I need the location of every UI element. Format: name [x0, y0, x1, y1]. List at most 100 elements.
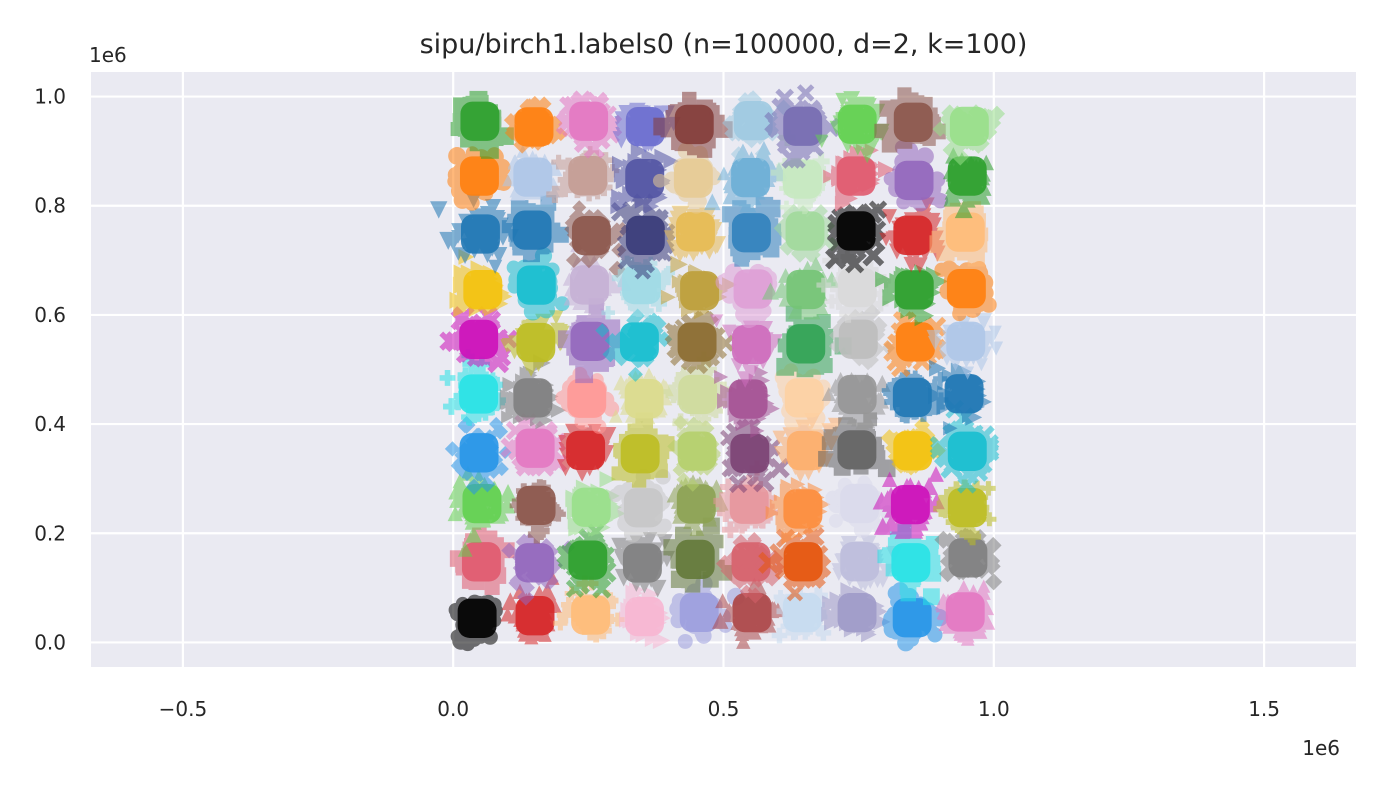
cluster-core	[566, 430, 606, 471]
cluster-core	[840, 542, 880, 582]
cluster-core	[892, 598, 932, 638]
cluster-core	[512, 210, 552, 250]
cluster-core	[515, 428, 555, 468]
cluster-core	[782, 159, 822, 199]
x-tick-label: −0.5	[159, 697, 208, 721]
cluster-core	[840, 483, 880, 524]
cluster-core	[949, 106, 989, 147]
cluster-core	[945, 212, 985, 252]
x-tick-label: 1.0	[978, 697, 1010, 721]
cluster-core	[463, 270, 503, 310]
cluster-core	[675, 539, 715, 580]
cluster-core	[570, 265, 609, 305]
cluster-core	[783, 489, 823, 529]
cluster-core	[514, 107, 554, 147]
cluster-core	[677, 431, 717, 471]
cluster-core	[679, 592, 719, 633]
cluster-core	[836, 156, 876, 196]
cluster-core	[460, 101, 500, 141]
y-tick-label: 0.2	[34, 521, 66, 545]
cluster-core	[783, 106, 823, 146]
cluster-core	[516, 322, 556, 363]
cluster-core	[620, 434, 660, 474]
y-tick-label: 1.0	[34, 85, 66, 109]
cluster-core	[625, 596, 664, 637]
cluster-core	[891, 543, 931, 583]
cluster-core	[837, 592, 877, 633]
cluster-core	[894, 270, 934, 310]
cluster-core	[731, 213, 771, 253]
cluster-core	[459, 156, 499, 196]
cluster-core	[461, 542, 501, 582]
cluster-core	[513, 157, 553, 197]
cluster-core	[622, 543, 662, 583]
cluster-core	[676, 484, 716, 524]
cluster-core	[571, 595, 611, 635]
cluster-core	[893, 102, 933, 142]
cluster-core	[625, 215, 665, 255]
cluster-core	[946, 321, 986, 361]
cluster-core	[680, 271, 720, 311]
cluster-core	[515, 596, 555, 636]
x-tick-label: 0.0	[437, 697, 469, 721]
cluster-core	[677, 322, 717, 362]
cluster-core	[947, 431, 987, 471]
cluster-core	[731, 157, 771, 198]
y-axis-offset-label: 1e6	[89, 43, 127, 67]
cluster-core	[625, 159, 665, 199]
cluster-core	[944, 374, 984, 414]
cluster-core	[459, 374, 499, 414]
x-axis-ticks: −0.5 0.0 0.5 1.0 1.5	[159, 697, 1280, 721]
cluster-core	[837, 374, 877, 415]
cluster-core	[786, 324, 826, 364]
cluster-core	[784, 378, 824, 418]
cluster-core	[733, 269, 773, 309]
cluster-core	[895, 322, 935, 362]
cluster-core	[622, 264, 661, 305]
x-tick-label: 1.5	[1248, 697, 1280, 721]
cluster-core	[623, 488, 663, 528]
cluster-core	[619, 322, 659, 362]
cluster-core	[732, 592, 772, 633]
cluster-core	[785, 211, 825, 251]
cluster-core	[568, 156, 608, 196]
cluster-core	[569, 101, 609, 141]
cluster-core	[459, 433, 499, 473]
cluster-core	[513, 378, 553, 418]
cluster-core	[782, 592, 822, 633]
cluster-core	[786, 269, 826, 310]
cluster-core	[892, 377, 932, 418]
cluster-core	[947, 487, 987, 528]
cluster-core	[678, 374, 718, 415]
x-axis-offset-label: 1e6	[1302, 736, 1340, 760]
y-tick-label: 0.0	[34, 630, 66, 654]
cluster-core	[516, 485, 556, 526]
y-axis-ticks: 0.0 0.2 0.4 0.6 0.8 1.0	[34, 85, 66, 655]
chart-title: sipu/birch1.labels0 (n=100000, d=2, k=10…	[420, 29, 1028, 60]
cluster-core	[462, 483, 502, 524]
cluster-core	[568, 540, 608, 580]
cluster-core	[728, 379, 768, 419]
cluster-core	[625, 106, 665, 147]
cluster-core	[783, 542, 823, 582]
cluster-core	[676, 212, 715, 252]
cluster-core	[733, 100, 773, 141]
cluster-core	[837, 267, 877, 308]
cluster-core	[457, 598, 497, 638]
cluster-core	[946, 268, 986, 309]
cluster-core	[786, 430, 826, 471]
cluster-core	[836, 211, 876, 251]
cluster-core	[730, 433, 770, 474]
cluster-core	[837, 430, 877, 470]
y-tick-label: 0.6	[34, 303, 66, 327]
cluster-core	[460, 214, 500, 254]
cluster-core	[947, 156, 987, 196]
y-tick-label: 0.8	[34, 194, 66, 218]
cluster-core	[674, 104, 714, 145]
data-points	[430, 84, 1006, 652]
cluster-core	[945, 592, 985, 632]
cluster-core	[673, 158, 713, 198]
cluster-core	[459, 319, 499, 360]
cluster-core	[731, 324, 771, 365]
cluster-core	[567, 378, 607, 418]
